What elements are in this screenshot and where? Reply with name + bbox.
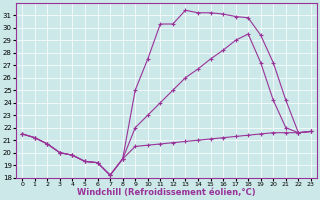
- X-axis label: Windchill (Refroidissement éolien,°C): Windchill (Refroidissement éolien,°C): [77, 188, 256, 197]
